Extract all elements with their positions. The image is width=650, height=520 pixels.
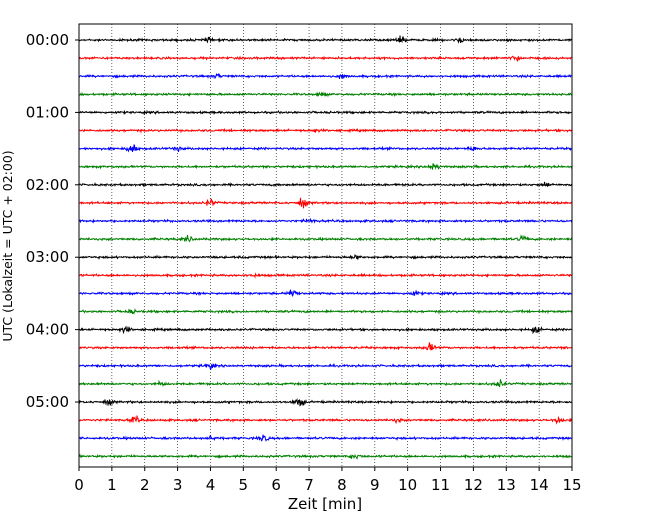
x-tick-label: 11: [431, 476, 450, 494]
x-tick-label: 9: [370, 476, 380, 494]
trace-0230: [78, 217, 573, 224]
trace-0315: [78, 272, 573, 279]
x-tick-label: 1: [107, 476, 117, 494]
x-tick-label: 6: [271, 476, 281, 494]
trace-0500: [78, 397, 573, 407]
trace-0400: [78, 325, 573, 335]
x-tick-label: 0: [74, 476, 84, 494]
x-tick-label: 7: [304, 476, 314, 494]
y-tick-label: 01:00: [26, 103, 69, 121]
y-tick-label: 03:00: [26, 248, 69, 266]
x-tick-label: 3: [173, 476, 183, 494]
trace-0245: [78, 234, 573, 243]
trace-0200: [78, 181, 573, 188]
trace-0100: [78, 109, 573, 116]
trace-0515: [78, 415, 573, 425]
plot-frame: [78, 23, 573, 468]
x-tick-label: 5: [239, 476, 249, 494]
trace-0145: [78, 163, 573, 170]
x-axis-ticks: 0 1 2 3 4 5 6 7 8 9 10 11 12 13 14 15: [74, 467, 582, 494]
y-tick-label: 02:00: [26, 176, 69, 194]
trace-0345: [78, 308, 573, 315]
x-tick-label: 15: [562, 476, 581, 494]
trace-0430: [78, 362, 573, 370]
x-tick-label: 2: [140, 476, 150, 494]
y-axis-ticks: 00:00 01:00 02:00 03:00 04:00 05:00: [26, 31, 79, 411]
y-tick-label: 00:00: [26, 31, 69, 49]
x-tick-label: 4: [206, 476, 216, 494]
trace-0415: [78, 342, 573, 351]
trace-0215: [78, 197, 573, 209]
trace-0130: [78, 144, 573, 153]
trace-0445: [78, 379, 573, 388]
x-axis-label: Zeit [min]: [288, 495, 362, 513]
trace-0530: [78, 434, 573, 442]
trace-0545: [78, 453, 573, 461]
y-tick-label: 04:00: [26, 321, 69, 339]
x-tick-label: 8: [337, 476, 347, 494]
x-tick-label: 13: [497, 476, 516, 494]
trace-0015: [78, 55, 573, 63]
trace-series: [78, 35, 573, 461]
trace-0300: [78, 253, 573, 261]
trace-0330: [78, 289, 573, 297]
x-tick-label: 12: [464, 476, 483, 494]
trace-0000: [78, 35, 573, 44]
x-tick-label: 10: [398, 476, 417, 494]
y-axis-label: UTC (Lokalzeit = UTC + 02:00): [0, 150, 15, 341]
x-tick-label: 14: [530, 476, 549, 494]
trace-0030: [78, 72, 573, 80]
grid-lines: [111, 24, 540, 467]
y-tick-label: 05:00: [26, 393, 69, 411]
trace-0045: [78, 91, 573, 98]
trace-0115: [78, 127, 573, 134]
